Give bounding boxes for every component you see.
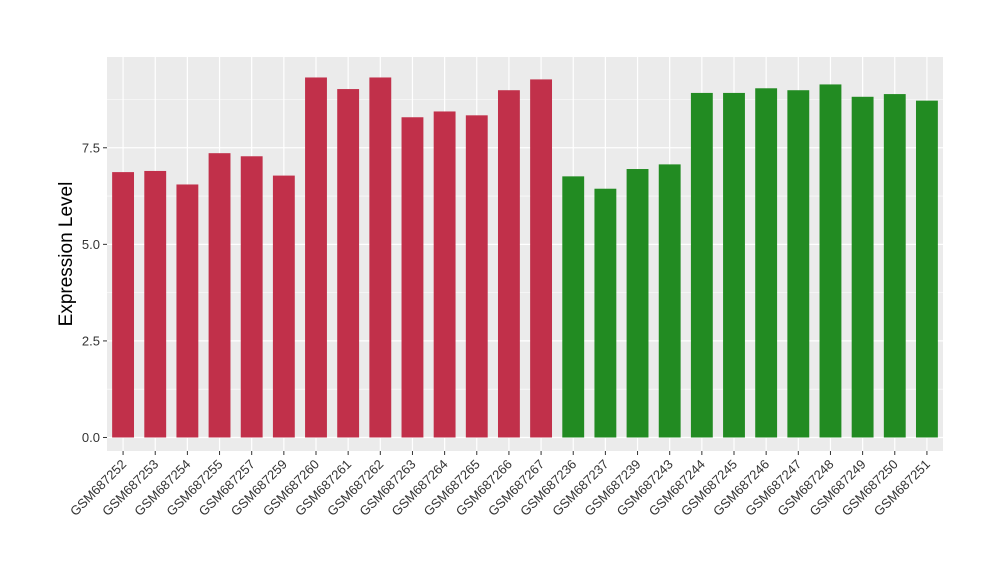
bar-GSM687253 — [144, 170, 167, 438]
bar-GSM687248 — [819, 84, 842, 438]
bar-GSM687249 — [851, 96, 874, 438]
y-tick-label: 2.5 — [82, 333, 100, 348]
bar-GSM687239 — [626, 169, 649, 438]
bar-GSM687263 — [401, 117, 424, 438]
bar-GSM687267 — [530, 79, 553, 438]
bar-GSM687265 — [465, 115, 488, 438]
bar-GSM687266 — [497, 90, 520, 438]
bar-GSM687245 — [723, 92, 745, 438]
x-axis: GSM687252GSM687253GSM687254GSM687255GSM6… — [67, 451, 933, 519]
bar-GSM687246 — [755, 88, 778, 438]
y-tick-label: 7.5 — [82, 140, 100, 155]
y-axis-label: Expression Level — [56, 182, 77, 327]
bar-GSM687259 — [272, 175, 295, 438]
bar-GSM687257 — [240, 156, 263, 438]
y-axis: 0.0 2.5 5.0 7.5 — [82, 140, 107, 445]
bar-GSM687250 — [883, 94, 906, 438]
bar-GSM687260 — [305, 77, 327, 438]
plot-panel — [107, 57, 943, 451]
bar-GSM687262 — [369, 77, 392, 438]
bar-GSM687261 — [337, 89, 360, 438]
bar-GSM687243 — [658, 164, 681, 438]
y-tick-label: 5.0 — [82, 237, 100, 252]
bar-GSM687255 — [208, 153, 231, 438]
bar-GSM687251 — [915, 100, 938, 438]
bars — [112, 77, 938, 438]
bar-GSM687254 — [176, 184, 199, 438]
bar-GSM687236 — [562, 176, 585, 438]
y-tick-label: 0.0 — [82, 430, 100, 445]
bar-GSM687244 — [690, 92, 713, 438]
bar-GSM687252 — [112, 172, 135, 438]
bar-GSM687264 — [433, 111, 456, 438]
bar-GSM687247 — [787, 90, 810, 438]
bar-GSM687237 — [594, 188, 617, 438]
